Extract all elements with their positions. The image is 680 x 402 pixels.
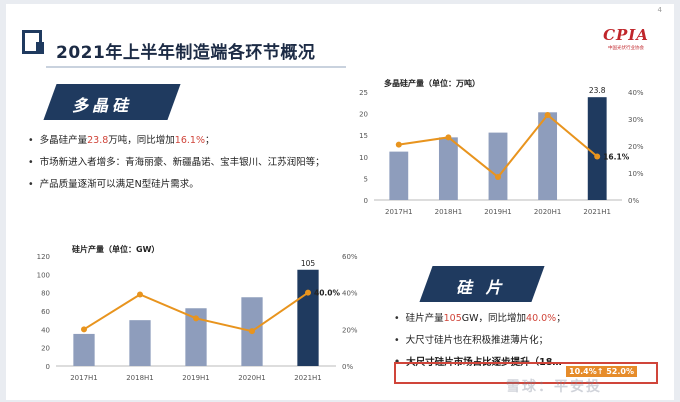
bullet-item: 市场新进入者增多：青海丽豪、新疆晶诺、宝丰银川、江苏润阳等； <box>28 152 325 174</box>
chart-title: 多晶硅产量（单位：万吨） <box>384 78 480 88</box>
bar-value-label: 105 <box>301 259 316 268</box>
growth-point <box>395 141 402 148</box>
growth-point <box>445 134 452 141</box>
line-value-label: 40.0% <box>314 289 341 298</box>
bar-value-label: 23.8 <box>589 86 606 95</box>
y-tick-label: 10 <box>359 154 368 162</box>
page-title: 2021年上半年制造端各环节概况 <box>56 43 316 63</box>
bullet-item: 大尺寸硅片也在积极推进薄片化； <box>394 330 566 352</box>
bar <box>185 308 207 366</box>
x-tick-label: 2021H1 <box>294 374 322 382</box>
line-value-label: 16.1% <box>603 153 630 162</box>
y-tick-label: 0 <box>364 197 368 205</box>
y-tick-label: 25 <box>359 89 368 97</box>
bar <box>73 333 95 366</box>
y-tick-label: 0 <box>46 363 50 371</box>
bar <box>438 137 458 200</box>
bar <box>538 112 558 200</box>
watermark: 雪球：平安投 <box>506 379 602 395</box>
y-tick-label: 40 <box>41 326 50 334</box>
page-number: 4 <box>657 6 662 14</box>
bar <box>129 320 151 366</box>
x-tick-label: 2019H1 <box>182 374 210 382</box>
growth-point <box>495 174 501 181</box>
x-tick-label: 2021H1 <box>583 208 611 216</box>
cpia-logo: CPIA 中国光伏行业协会 <box>598 26 654 58</box>
y2-tick-label: 0% <box>628 197 639 205</box>
y2-tick-label: 20% <box>342 326 358 334</box>
growth-point <box>81 326 87 333</box>
bullet-item: 硅片产量105GW，同比增加40.0%； <box>394 308 566 330</box>
growth-point <box>193 315 199 322</box>
y-tick-label: 60 <box>41 308 50 316</box>
y2-tick-label: 60% <box>342 253 358 261</box>
highlight-box <box>394 362 658 384</box>
y2-tick-label: 10% <box>628 170 644 178</box>
y-tick-label: 15 <box>359 132 368 140</box>
logo-subtitle: 中国光伏行业协会 <box>608 46 644 51</box>
y2-tick-label: 30% <box>628 116 644 124</box>
y2-tick-label: 20% <box>628 143 644 151</box>
y-tick-label: 5 <box>364 175 368 183</box>
title-decoration-fill <box>36 42 44 54</box>
section-title-wafer: 硅 片 <box>456 278 506 297</box>
polysilicon-chart: 多晶硅产量（单位：万吨） 0 5 10 15 20 25 0% 10% 20% 30% 40% 2017… <box>359 78 644 216</box>
x-tick-label: 2020H1 <box>534 208 562 216</box>
growth-point <box>137 291 143 298</box>
growth-point <box>544 111 551 118</box>
x-tick-label: 2017H1 <box>385 208 413 216</box>
x-tick-label: 2017H1 <box>70 374 98 382</box>
bar <box>587 97 607 200</box>
bar <box>297 269 319 366</box>
chart-title: 硅片产量（单位：GW） <box>72 244 159 254</box>
x-tick-label: 2019H1 <box>484 208 512 216</box>
y2-tick-label: 0% <box>342 363 353 371</box>
growth-point <box>305 289 311 296</box>
wafer-chart: 硅片产量（单位：GW） 0 20 40 60 80 100 120 0% 20% 40% 60% 201… <box>37 244 358 382</box>
bar <box>488 132 508 200</box>
bar <box>389 151 409 200</box>
bullet-item: 产品质量逐渐可以满足N型硅片需求。 <box>28 174 325 196</box>
y2-tick-label: 40% <box>342 290 358 298</box>
growth-point <box>249 328 255 335</box>
title-underline <box>46 66 346 68</box>
y-tick-label: 100 <box>37 271 50 279</box>
y-tick-label: 20 <box>359 111 368 119</box>
y-tick-label: 20 <box>41 345 50 353</box>
x-tick-label: 2020H1 <box>238 374 266 382</box>
bullet-item: 多晶硅产量23.8万吨，同比增加16.1%； <box>28 130 325 152</box>
y2-tick-label: 40% <box>628 89 644 97</box>
polysilicon-bullets: 多晶硅产量23.8万吨，同比增加16.1%； 市场新进入者增多：青海丽豪、新疆晶… <box>28 130 325 196</box>
growth-point <box>594 153 601 160</box>
overlay-tag: 10.4%↑ 52.0% <box>566 366 637 377</box>
logo-mark: CPIA <box>603 26 649 44</box>
y-tick-label: 80 <box>41 290 50 298</box>
section-title-polysilicon: 多晶硅 <box>72 96 133 115</box>
x-tick-label: 2018H1 <box>435 208 463 216</box>
x-tick-label: 2018H1 <box>126 374 154 382</box>
y-tick-label: 120 <box>37 253 50 261</box>
slide: 4 2021年上半年制造端各环节概况 CPIA 中国光伏行业协会 多晶硅 多晶硅… <box>6 4 674 400</box>
